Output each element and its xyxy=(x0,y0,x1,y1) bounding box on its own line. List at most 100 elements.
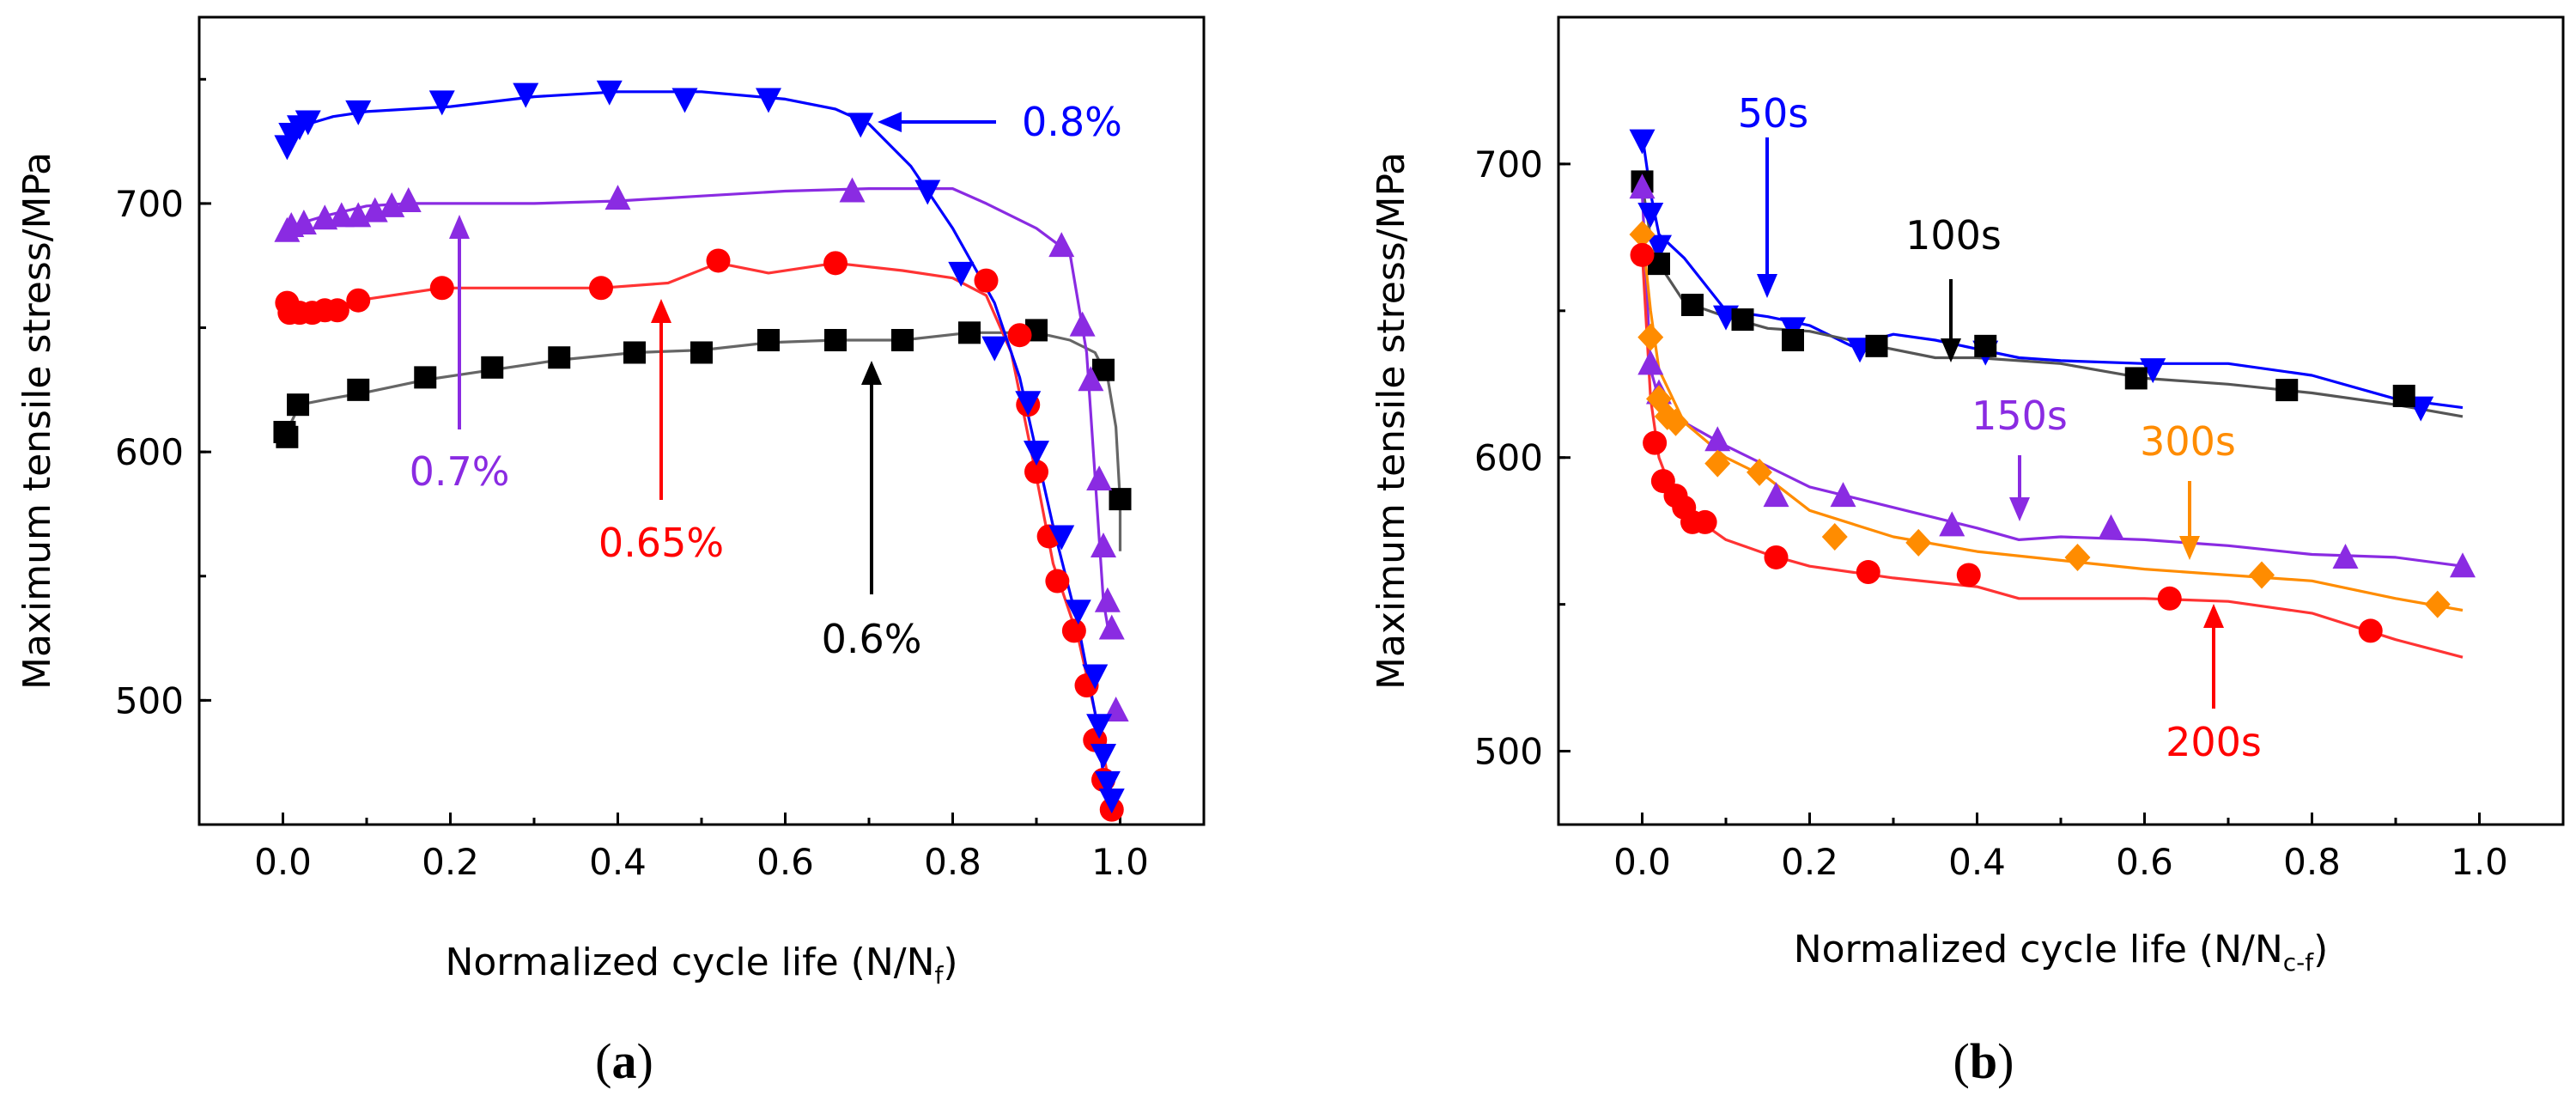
data-point-300s xyxy=(2064,543,2091,571)
data-point-0.8% xyxy=(1098,788,1125,814)
data-point-150s xyxy=(2098,514,2124,539)
y-axis-label-a: Maximum tensile stress/MPa xyxy=(15,152,59,690)
data-point-300s xyxy=(1747,458,1772,486)
x-tick-label: 0.0 xyxy=(1613,841,1671,883)
svg-text:100s: 100s xyxy=(1905,212,2002,259)
data-point-0.6% xyxy=(623,341,646,364)
data-point-0.65% xyxy=(1045,569,1070,594)
x-tick-label: 0.6 xyxy=(2116,841,2173,883)
svg-text:0.65%: 0.65% xyxy=(598,520,724,566)
annotation-300s: 300s xyxy=(2140,418,2236,560)
data-point-50s xyxy=(2140,358,2166,384)
data-point-0.8% xyxy=(1086,714,1113,740)
series-line-300s xyxy=(1640,231,2464,612)
data-point-150s xyxy=(1637,350,1664,375)
data-point-100s xyxy=(1681,293,1704,316)
data-point-0.6% xyxy=(824,329,847,351)
data-point-0.6% xyxy=(757,329,780,351)
data-point-0.8% xyxy=(1065,600,1091,625)
data-point-0.6% xyxy=(1109,488,1132,511)
data-point-0.7% xyxy=(839,177,866,203)
data-point-300s xyxy=(1905,528,1932,557)
data-point-100s xyxy=(2392,384,2415,407)
data-point-0.8% xyxy=(1015,391,1042,417)
data-point-0.6% xyxy=(347,378,370,401)
chart-panel-a: 0.0 0.2 0.4 0.6 0.8 1.0 500 600 700 Maximum tens… xyxy=(15,15,1206,1089)
data-point-0.7% xyxy=(328,202,355,228)
data-point-0.7% xyxy=(1086,465,1113,490)
x-axis-label-a: Normalized cycle life (N/Nf) xyxy=(445,941,957,989)
data-point-0.7% xyxy=(605,185,631,210)
panel-label-a: (a) xyxy=(595,1033,653,1089)
data-point-0.8% xyxy=(513,82,539,108)
annotation-0.8: 0.8% xyxy=(878,99,1122,145)
data-point-50s xyxy=(1646,234,1672,260)
data-point-0.7% xyxy=(290,210,317,235)
annotation-0.65: 0.65% xyxy=(598,299,724,566)
data-point-300s xyxy=(2249,561,2275,589)
x-tick-label: 0.4 xyxy=(1948,841,2006,883)
x-tick-label: 1.0 xyxy=(2451,841,2508,883)
data-point-0.8% xyxy=(948,261,975,287)
x-tick-label: 0.2 xyxy=(1781,841,1838,883)
data-point-100s xyxy=(1974,334,1997,357)
x-tick-label: 0.6 xyxy=(756,841,814,883)
data-point-200s xyxy=(2358,618,2383,643)
x-tick-label: 0.8 xyxy=(924,841,981,883)
data-point-0.65% xyxy=(346,288,371,313)
data-point-150s xyxy=(1704,426,1731,452)
data-point-200s xyxy=(2157,586,2182,611)
data-point-0.8% xyxy=(428,90,455,116)
data-point-0.6% xyxy=(690,341,713,364)
data-point-0.8% xyxy=(1048,525,1075,551)
data-point-0.7% xyxy=(1091,533,1116,558)
data-point-0.8% xyxy=(1094,770,1121,796)
data-point-300s xyxy=(1662,408,1689,436)
data-point-0.65% xyxy=(589,276,613,301)
y-tick-label: 500 xyxy=(115,679,184,721)
data-point-100s xyxy=(1865,334,1888,357)
data-point-0.65% xyxy=(823,251,848,276)
svg-text:0.6%: 0.6% xyxy=(822,616,922,662)
annotation-0.7: 0.7% xyxy=(410,215,510,495)
svg-text:150s: 150s xyxy=(1971,393,2068,439)
data-point-200s xyxy=(1956,563,1981,587)
data-point-300s xyxy=(1704,449,1731,478)
data-point-0.65% xyxy=(325,298,349,323)
svg-text:50s: 50s xyxy=(1738,90,1809,137)
data-point-100s xyxy=(2275,379,2299,402)
data-point-0.6% xyxy=(276,425,299,448)
svg-text:0.8%: 0.8% xyxy=(1022,99,1122,145)
svg-text:0.7%: 0.7% xyxy=(410,448,510,495)
x-tick-label: 0.2 xyxy=(422,841,479,883)
series-line-50s xyxy=(1640,134,2464,410)
x-tick-label: 1.0 xyxy=(1091,841,1149,883)
data-point-0.8% xyxy=(596,80,623,106)
data-point-0.7% xyxy=(1048,232,1075,258)
data-point-150s xyxy=(1629,174,1656,199)
data-point-0.65% xyxy=(1024,460,1048,484)
data-point-150s xyxy=(1763,482,1789,508)
data-point-50s xyxy=(1629,129,1656,155)
data-point-300s xyxy=(2424,590,2451,618)
x-tick-label: 0.4 xyxy=(589,841,647,883)
series-line-200s xyxy=(1640,252,2464,659)
y-tick-label: 600 xyxy=(1474,437,1543,479)
y-tick-label: 700 xyxy=(115,183,184,225)
data-point-0.65% xyxy=(974,268,999,293)
data-point-50s xyxy=(1637,203,1664,228)
x-tick-label: 0.8 xyxy=(2283,841,2341,883)
data-point-0.8% xyxy=(914,180,941,205)
data-point-0.8% xyxy=(345,100,372,125)
data-point-300s xyxy=(1821,523,1848,551)
series-markers-b xyxy=(1629,129,2476,643)
data-point-200s xyxy=(1643,430,1668,455)
svg-text:300s: 300s xyxy=(2140,418,2236,465)
axes-ticks-b: 0.0 0.2 0.4 0.6 0.8 1.0 500 600 700 xyxy=(1474,15,2565,883)
data-point-300s xyxy=(1637,323,1664,351)
series-line-0.6% xyxy=(282,331,1122,551)
data-point-0.8% xyxy=(848,113,874,138)
data-point-0.65% xyxy=(1061,618,1086,643)
y-axis-label-b: Maximum tensile stress/MPa xyxy=(1370,152,1413,690)
